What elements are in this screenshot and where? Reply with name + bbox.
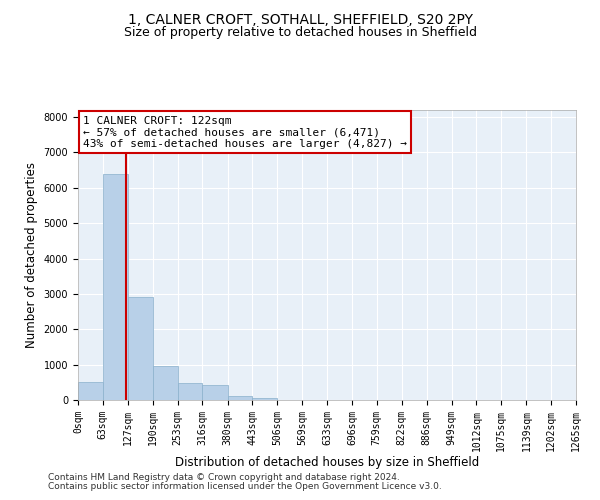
- Bar: [103, 174, 128, 400]
- Text: Contains HM Land Registry data © Crown copyright and database right 2024.: Contains HM Land Registry data © Crown c…: [48, 474, 400, 482]
- Bar: [227, 396, 253, 400]
- Bar: [202, 385, 227, 400]
- Text: 1 CALNER CROFT: 122sqm
← 57% of detached houses are smaller (6,471)
43% of semi-: 1 CALNER CROFT: 122sqm ← 57% of detached…: [83, 116, 407, 149]
- X-axis label: Distribution of detached houses by size in Sheffield: Distribution of detached houses by size …: [175, 456, 479, 469]
- Bar: [78, 382, 103, 400]
- Bar: [253, 398, 277, 400]
- Bar: [128, 298, 153, 400]
- Text: Size of property relative to detached houses in Sheffield: Size of property relative to detached ho…: [124, 26, 476, 39]
- Bar: [178, 382, 202, 400]
- Y-axis label: Number of detached properties: Number of detached properties: [25, 162, 38, 348]
- Text: Contains public sector information licensed under the Open Government Licence v3: Contains public sector information licen…: [48, 482, 442, 491]
- Bar: [153, 366, 178, 400]
- Text: 1, CALNER CROFT, SOTHALL, SHEFFIELD, S20 2PY: 1, CALNER CROFT, SOTHALL, SHEFFIELD, S20…: [128, 12, 473, 26]
